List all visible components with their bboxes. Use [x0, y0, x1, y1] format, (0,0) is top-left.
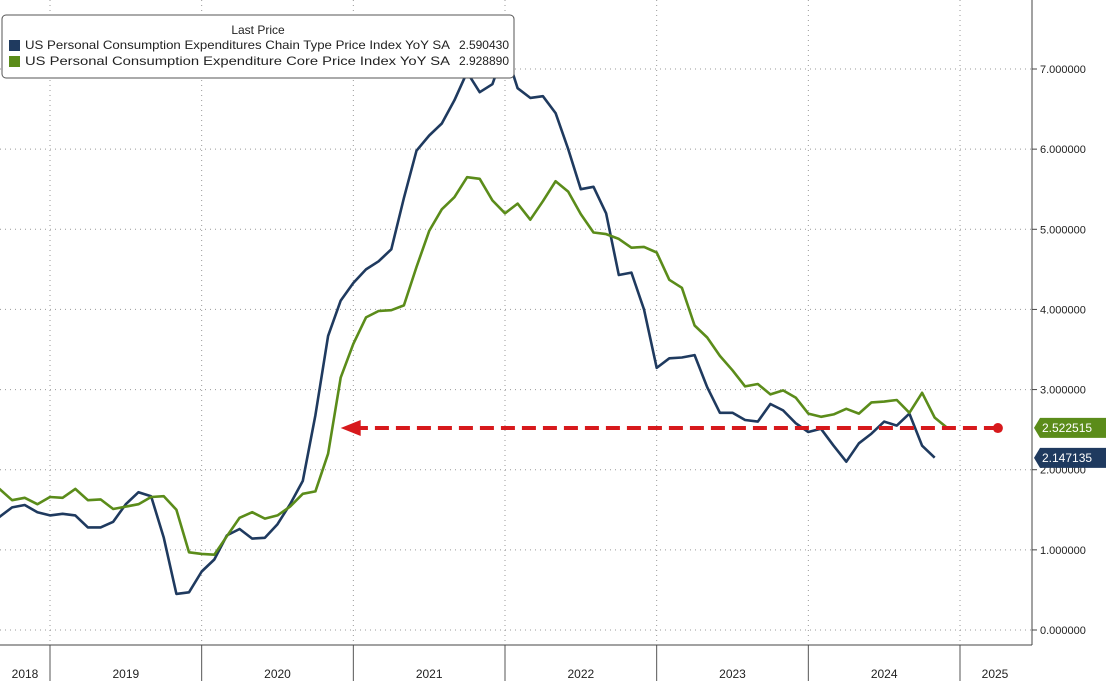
x-tick-label: 2018	[12, 667, 39, 681]
x-tick-label: 2021	[416, 667, 443, 681]
legend-box	[1, 14, 515, 79]
core-value-badge: 2.522515	[1034, 417, 1106, 438]
y-tick-label: 7.000000	[1040, 64, 1086, 76]
y-tick-label: 0.000000	[1040, 625, 1086, 637]
y-tick-label: 3.000000	[1040, 385, 1086, 397]
legend-value: 2.590430	[459, 38, 509, 52]
x-tick-label: 2025	[982, 667, 1009, 681]
legend-label: US Personal Consumption Expenditure Core…	[25, 54, 450, 68]
y-tick-label: 4.000000	[1040, 304, 1086, 316]
headline-value-badge-bg	[1034, 447, 1106, 468]
core-value-badge-text: 2.522515	[1042, 421, 1092, 435]
x-tick-label: 2020	[264, 667, 291, 681]
headline-value-badge: 2.147135	[1034, 447, 1106, 468]
x-tick-label: 2022	[567, 667, 594, 681]
x-tick-label: 2019	[112, 667, 139, 681]
headline-pce-line	[0, 47, 936, 596]
legend-swatch	[9, 40, 20, 51]
core-value-badge-bg	[1034, 417, 1106, 438]
legend-label: US Personal Consumption Expenditures Cha…	[25, 38, 450, 52]
legend-header: Last Price	[231, 23, 285, 37]
x-tick-label: 2024	[871, 667, 898, 681]
core-pce-line	[0, 175, 949, 557]
series-layer	[0, 47, 949, 596]
annotation-layer	[340, 420, 1003, 437]
y-tick-label: 1.000000	[1040, 545, 1086, 557]
headline-value-badge-text: 2.147135	[1042, 451, 1092, 465]
y-tick-label: 5.000000	[1040, 224, 1086, 236]
arrow-origin-dot	[992, 423, 1003, 434]
grid-layer	[0, 0, 1032, 645]
y-tick-label: 6.000000	[1040, 144, 1086, 156]
x-tick-label: 2023	[719, 667, 746, 681]
badge-layer: 2.522515 2.147135	[1034, 417, 1106, 468]
legend-swatch	[9, 56, 20, 67]
legend-value: 2.928890	[459, 54, 509, 68]
arrow-head	[340, 420, 361, 437]
